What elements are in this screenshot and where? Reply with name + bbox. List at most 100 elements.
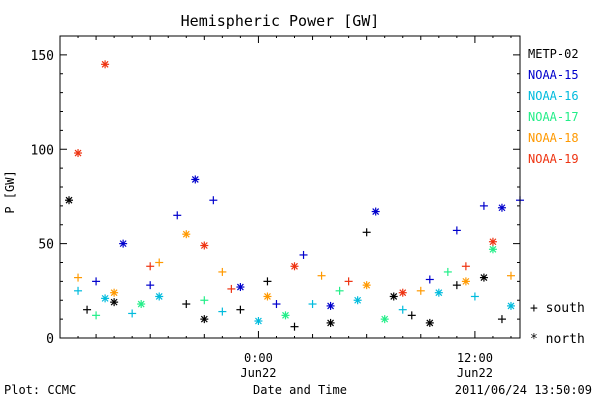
north-point — [398, 288, 407, 297]
x-tick-date-label: Jun22 — [240, 366, 276, 380]
south-point — [290, 322, 299, 331]
satellite-legend: METP-02 NOAA-15 NOAA-16 NOAA-17 NOAA-18 NOAA-… — [528, 47, 579, 166]
south-point — [470, 292, 479, 301]
y-axis-ticks: 0 50 100 150 — [31, 35, 520, 347]
y-axis-label: P [GW] — [3, 170, 17, 213]
north-point — [101, 60, 110, 69]
south-point — [452, 226, 461, 235]
plot-frame — [59, 35, 521, 339]
north-point — [362, 281, 371, 290]
hemisphere-legend-entry: + south — [530, 301, 585, 316]
x-axis-ticks: 0:00Jun2212:00Jun220:00Jun2312:00Jun230:… — [59, 36, 512, 380]
south-point — [182, 300, 191, 309]
south-point — [416, 286, 425, 295]
legend-entry: NOAA-16 — [528, 89, 579, 103]
south-point — [335, 286, 344, 295]
north-point — [191, 175, 200, 184]
north-point — [488, 245, 497, 254]
north-point — [65, 196, 74, 205]
south-point — [218, 307, 227, 316]
north-point — [281, 311, 290, 320]
north-point — [479, 273, 488, 282]
south-point — [155, 258, 164, 267]
north-point — [254, 317, 263, 326]
south-point — [83, 305, 92, 314]
north-point — [200, 241, 209, 250]
north-point — [353, 296, 362, 305]
north-point — [506, 301, 515, 310]
legend-entry: NOAA-17 — [528, 110, 579, 124]
south-point — [317, 271, 326, 280]
x-tick-time-label: 12:00 — [457, 351, 493, 365]
north-point — [326, 301, 335, 310]
north-point — [200, 315, 209, 324]
north-point — [389, 292, 398, 301]
south-point — [236, 305, 245, 314]
south-point — [92, 311, 101, 320]
timestamp: 2011/06/24 13:50:09 — [455, 383, 592, 397]
y-tick-label: 150 — [31, 49, 54, 64]
north-point — [263, 292, 272, 301]
south-point — [452, 281, 461, 290]
hemisphere-legend: + south * north — [530, 301, 585, 347]
south-point — [128, 309, 137, 318]
south-point — [146, 262, 155, 271]
north-point — [101, 294, 110, 303]
north-point — [155, 292, 164, 301]
south-point — [218, 267, 227, 276]
north-point — [110, 288, 119, 297]
south-point — [308, 300, 317, 309]
north-point — [425, 318, 434, 327]
south-point — [173, 211, 182, 220]
south-point — [506, 271, 515, 280]
north-point — [290, 262, 299, 271]
y-tick-label: 50 — [38, 238, 54, 253]
north-point — [380, 315, 389, 324]
north-point — [236, 283, 245, 292]
chart-title: Hemispheric Power [GW] — [181, 12, 380, 30]
south-point — [407, 311, 416, 320]
south-point — [209, 196, 218, 205]
south-point — [479, 201, 488, 210]
north-point — [110, 298, 119, 307]
legend-entry: NOAA-19 — [528, 152, 579, 166]
plot-credit: Plot: CCMC — [4, 383, 76, 397]
south-point — [146, 281, 155, 290]
north-point — [371, 207, 380, 216]
south-point — [74, 273, 83, 282]
south-point — [227, 284, 236, 293]
north-point — [461, 277, 470, 286]
legend-entry: NOAA-18 — [528, 131, 579, 145]
north-point — [182, 230, 191, 239]
north-point — [119, 239, 128, 248]
south-point — [497, 315, 506, 324]
legend-entry: NOAA-15 — [528, 68, 579, 82]
south-point — [344, 277, 353, 286]
north-point — [434, 288, 443, 297]
south-point — [362, 228, 371, 237]
south-point — [299, 250, 308, 259]
north-point — [74, 149, 83, 158]
legend-entry: METP-02 — [528, 47, 579, 61]
south-point — [200, 296, 209, 305]
south-point — [263, 277, 272, 286]
south-point — [272, 300, 281, 309]
south-point — [398, 305, 407, 314]
data-points — [65, 60, 524, 331]
x-axis-label: Date and Time — [253, 383, 347, 397]
north-point — [326, 318, 335, 327]
south-point — [74, 286, 83, 295]
hemisphere-legend-entry: * north — [530, 332, 585, 347]
south-point — [443, 267, 452, 276]
x-tick-time-label: 0:00 — [244, 351, 273, 365]
north-point — [137, 300, 146, 309]
south-point — [425, 275, 434, 284]
x-tick-date-label: Jun22 — [457, 366, 493, 380]
north-point — [488, 237, 497, 246]
y-tick-label: 100 — [31, 143, 54, 158]
north-point — [497, 203, 506, 212]
south-point — [92, 277, 101, 286]
y-tick-label: 0 — [46, 332, 54, 347]
south-point — [461, 262, 470, 271]
